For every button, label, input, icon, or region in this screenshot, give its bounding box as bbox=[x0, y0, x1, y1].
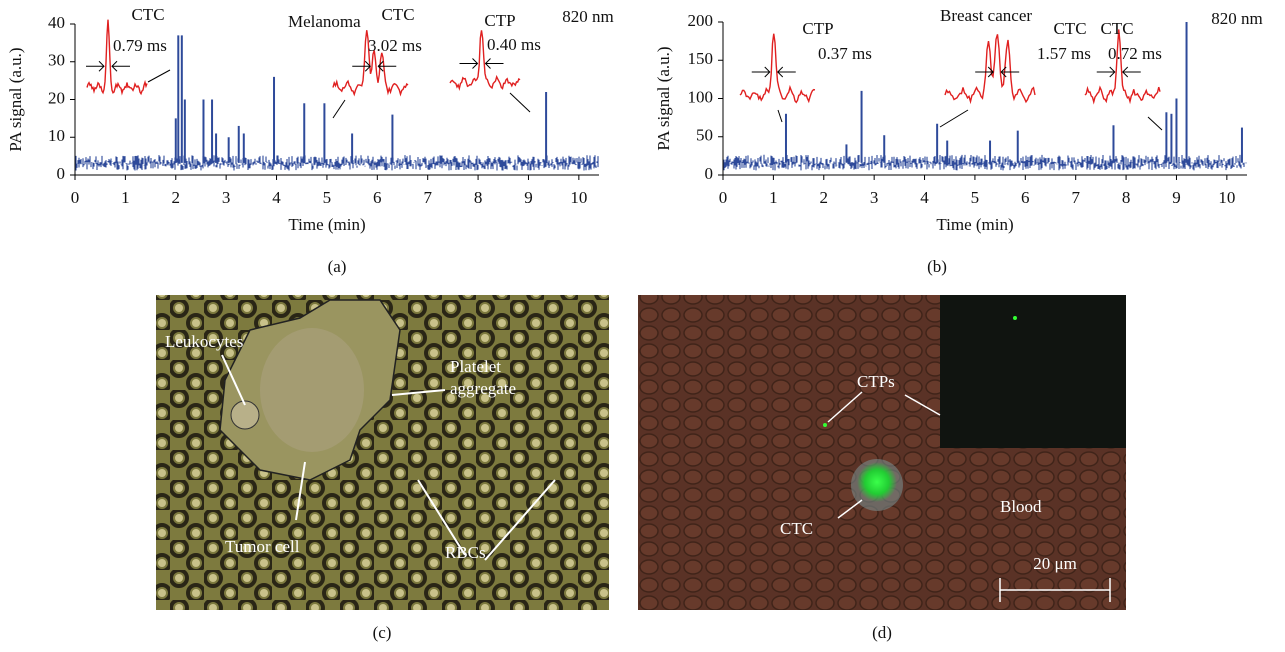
x-tick-label: 3 bbox=[222, 188, 231, 207]
x-axis-label: Time (min) bbox=[288, 215, 365, 234]
panel-label: (c) bbox=[373, 623, 392, 642]
leader-line bbox=[332, 99, 346, 119]
panel-label: (d) bbox=[872, 623, 892, 642]
chart-title: Breast cancer bbox=[940, 6, 1032, 25]
inset-pulse bbox=[944, 34, 1036, 105]
x-tick-label: 7 bbox=[423, 188, 432, 207]
width-arrows bbox=[459, 58, 504, 69]
annotation-duration: 0.37 ms bbox=[818, 44, 872, 63]
width-arrows bbox=[975, 66, 1020, 78]
panel-label: (a) bbox=[328, 257, 347, 276]
x-tick-label: 3 bbox=[870, 188, 879, 207]
y-tick-label: 10 bbox=[48, 126, 65, 145]
y-tick-label: 30 bbox=[48, 51, 65, 70]
y-tick-label: 40 bbox=[48, 13, 65, 32]
wavelength: 820 nm bbox=[562, 7, 613, 26]
width-arrows bbox=[86, 60, 130, 72]
x-tick-label: 2 bbox=[820, 188, 829, 207]
x-tick-label: 1 bbox=[121, 188, 130, 207]
image-label: CTC bbox=[780, 519, 813, 538]
annotation-label: CTC bbox=[1053, 19, 1086, 38]
x-tick-label: 4 bbox=[920, 188, 929, 207]
image-d: CTPs CTC Blood 20 μm bbox=[638, 295, 1126, 610]
inset-pulse bbox=[1084, 29, 1161, 105]
image-label: aggregate bbox=[450, 379, 516, 398]
y-tick-label: 0 bbox=[57, 164, 66, 183]
y-axis-label: PA signal (a.u.) bbox=[654, 46, 673, 150]
leader-line bbox=[509, 92, 531, 113]
x-tick-label: 1 bbox=[769, 188, 778, 207]
image-label: RBCs bbox=[445, 543, 486, 562]
y-axis-label: PA signal (a.u.) bbox=[6, 47, 25, 151]
y-tick-label: 50 bbox=[696, 126, 713, 145]
annotation-label: CTP bbox=[484, 11, 515, 30]
image-label: Blood bbox=[1000, 497, 1042, 516]
image-label: Leukocytes bbox=[165, 332, 243, 351]
x-tick-label: 5 bbox=[971, 188, 980, 207]
annotation-label: CTP bbox=[802, 19, 833, 38]
y-tick-label: 150 bbox=[688, 49, 714, 68]
leader-line bbox=[777, 109, 783, 123]
x-tick-label: 10 bbox=[1218, 188, 1235, 207]
x-tick-label: 6 bbox=[373, 188, 382, 207]
annotation-duration: 0.40 ms bbox=[487, 35, 541, 54]
chart-title: Melanoma bbox=[288, 12, 361, 31]
annotation-duration: 0.79 ms bbox=[113, 36, 167, 55]
inset-pulse bbox=[739, 33, 816, 104]
annotation-label: CTC bbox=[381, 5, 414, 24]
leader-line bbox=[939, 109, 969, 128]
panel-label: (b) bbox=[927, 257, 947, 276]
width-arrows bbox=[352, 60, 397, 72]
leader-line bbox=[147, 69, 171, 83]
x-tick-label: 5 bbox=[323, 188, 332, 207]
annotation-label: CTC bbox=[131, 5, 164, 24]
x-tick-label: 8 bbox=[1122, 188, 1131, 207]
annotation-duration: 1.57 ms bbox=[1037, 44, 1091, 63]
annotation-label: CTC bbox=[1100, 19, 1133, 38]
image-label: CTPs bbox=[857, 372, 895, 391]
x-tick-label: 0 bbox=[71, 188, 80, 207]
x-tick-label: 0 bbox=[719, 188, 728, 207]
x-tick-label: 8 bbox=[474, 188, 483, 207]
x-tick-label: 6 bbox=[1021, 188, 1030, 207]
image-label: Tumor cell bbox=[225, 537, 300, 556]
wavelength: 820 nm bbox=[1211, 9, 1262, 28]
x-tick-label: 2 bbox=[172, 188, 181, 207]
x-tick-label: 10 bbox=[570, 188, 587, 207]
image-label: Platelet bbox=[450, 357, 501, 376]
chart: 0 1 2 3 4 5 6 7 8 9 10 0 10 20 30 40 Time (min) PA signal… bbox=[6, 5, 614, 276]
y-tick-label: 100 bbox=[688, 87, 714, 106]
y-tick-label: 20 bbox=[48, 88, 65, 107]
x-tick-label: 9 bbox=[1172, 188, 1181, 207]
noise-band bbox=[723, 154, 1247, 171]
x-tick-label: 4 bbox=[272, 188, 281, 207]
leader-line bbox=[1147, 116, 1163, 131]
scale-bar-label: 20 μm bbox=[1033, 554, 1077, 573]
width-arrows bbox=[1096, 66, 1141, 78]
x-tick-label: 9 bbox=[524, 188, 533, 207]
inset-pulse bbox=[86, 19, 148, 96]
y-tick-label: 0 bbox=[705, 164, 714, 183]
y-tick-label: 200 bbox=[688, 11, 714, 30]
annotation-duration: 0.72 ms bbox=[1108, 44, 1162, 63]
x-tick-label: 7 bbox=[1071, 188, 1080, 207]
width-arrows bbox=[751, 66, 796, 78]
noise-band bbox=[75, 155, 599, 171]
inset-pulse bbox=[332, 30, 409, 97]
annotation-duration: 3.02 ms bbox=[368, 36, 422, 55]
image-c: Leukocytes Platelet aggregate Tumor cell… bbox=[156, 295, 609, 610]
inset-pulse bbox=[449, 30, 521, 92]
x-axis-label: Time (min) bbox=[936, 215, 1013, 234]
